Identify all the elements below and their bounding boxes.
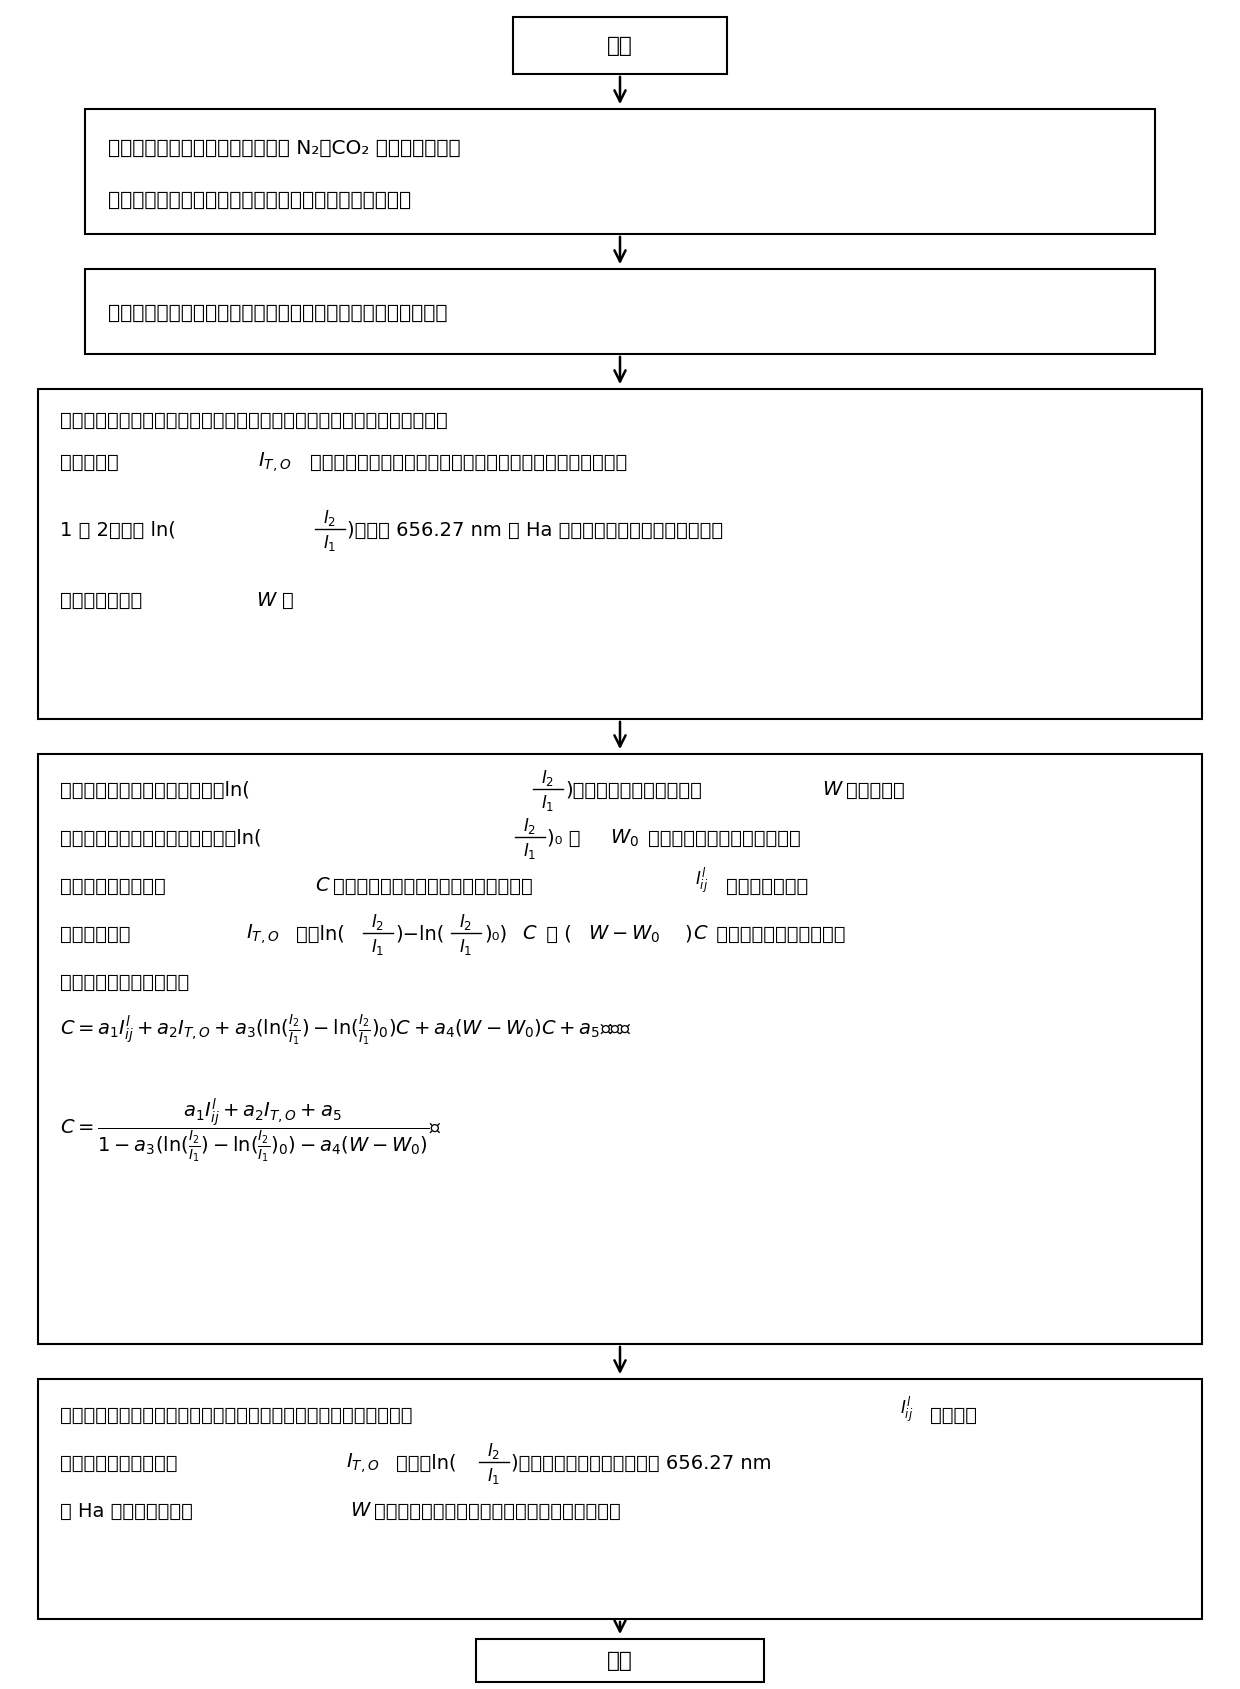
Text: )的平均值以及谱线半高宽: )的平均值以及谱线半高宽 bbox=[565, 780, 702, 799]
FancyBboxPatch shape bbox=[86, 110, 1154, 235]
Text: 征谱线强度和: 征谱线强度和 bbox=[60, 924, 130, 942]
Text: $I^l_{ij}$: $I^l_{ij}$ bbox=[694, 865, 708, 893]
Text: $I_2$: $I_2$ bbox=[460, 912, 472, 931]
Text: $C = \dfrac{a_1 I^l_{ij} + a_2 I_{T,O} + a_5}{1 - a_3(\ln(\frac{I_2}{I_1}) - \ln: $C = \dfrac{a_1 I^l_{ij} + a_2 I_{T,O} +… bbox=[60, 1096, 443, 1164]
Text: )₀ 和: )₀ 和 bbox=[547, 828, 580, 846]
Text: $I_2$: $I_2$ bbox=[542, 767, 554, 787]
Text: ，原子和离子特: ，原子和离子特 bbox=[725, 877, 808, 895]
Text: 和 (: 和 ( bbox=[539, 924, 572, 942]
Text: $I_1$: $I_1$ bbox=[459, 936, 472, 956]
Text: )；利用洛伦兹线型拟合计算 656.27 nm: )；利用洛伦兹线型拟合计算 656.27 nm bbox=[511, 1453, 771, 1471]
Text: $W$: $W$ bbox=[822, 780, 844, 799]
Text: 求得谱线半高宽: 求得谱线半高宽 bbox=[60, 589, 143, 610]
Text: $I^l_{ij}$: $I^l_{ij}$ bbox=[900, 1393, 914, 1422]
Text: 谱线强度和: 谱线强度和 bbox=[60, 453, 119, 471]
Text: 在空气的保护氛围中（也可以置于 N₂、CO₂ 或惰性气体的气: 在空气的保护氛围中（也可以置于 N₂、CO₂ 或惰性气体的气 bbox=[108, 138, 460, 157]
Text: 为变量，进行多元线性回: 为变量，进行多元线性回 bbox=[711, 924, 846, 942]
Text: $I_2$: $I_2$ bbox=[372, 912, 384, 931]
Text: 利用激光诱导等离子光谱系统测出待测元素相应的原了特征谱线强度: 利用激光诱导等离子光谱系统测出待测元素相应的原了特征谱线强度 bbox=[60, 1405, 413, 1424]
Text: $W$: $W$ bbox=[350, 1500, 372, 1520]
Text: $W − W_0$: $W − W_0$ bbox=[588, 922, 660, 944]
Text: $I_1$: $I_1$ bbox=[324, 532, 336, 552]
Text: 的 Ha 特征谱线的高宽: 的 Ha 特征谱线的高宽 bbox=[60, 1500, 193, 1520]
Text: 的平均值，: 的平均值， bbox=[846, 780, 905, 799]
FancyBboxPatch shape bbox=[476, 1638, 764, 1682]
Text: $C$: $C$ bbox=[522, 924, 538, 942]
Text: $C = a_1 I^l_{ij} + a_2 I_{T,O} + a_3(\ln(\frac{I_2}{I_1}) - \ln(\frac{I_2}{I_1}: $C = a_1 I^l_{ij} + a_2 I_{T,O} + a_3(\l… bbox=[60, 1012, 631, 1047]
Text: 并把这两个平均值分别作为标准值ln(: 并把这两个平均值分别作为标准值ln( bbox=[60, 828, 262, 846]
Text: $I_1$: $I_1$ bbox=[542, 792, 554, 812]
Text: )；选取 656.27 nm 的 Ha 特征谱线，利用洛伦兹线型拟合: )；选取 656.27 nm 的 Ha 特征谱线，利用洛伦兹线型拟合 bbox=[347, 520, 723, 539]
Text: $I_2$: $I_2$ bbox=[487, 1441, 501, 1459]
Text: ，求原子: ，求原子 bbox=[930, 1405, 977, 1424]
Text: 选取符合洛伦兹线型的待测元素的原子和离子特征谱线，求原子和离子特征: 选取符合洛伦兹线型的待测元素的原子和离子特征谱线，求原子和离子特征 bbox=[60, 410, 448, 429]
Text: ；然后利用定标曲线方程求得待测元素的浓度。: ；然后利用定标曲线方程求得待测元素的浓度。 bbox=[374, 1500, 621, 1520]
Text: $C$: $C$ bbox=[693, 924, 708, 942]
Text: $I_1$: $I_1$ bbox=[371, 936, 384, 956]
Text: $I_2$: $I_2$ bbox=[523, 816, 537, 836]
Text: $I_1$: $I_1$ bbox=[523, 841, 537, 860]
Text: $W_0$: $W_0$ bbox=[610, 828, 639, 848]
Text: 氛中），利用各元素质量浓度已知的一组样品进行定标。: 氛中），利用各元素质量浓度已知的一组样品进行定标。 bbox=[108, 191, 412, 209]
Text: $W$: $W$ bbox=[255, 589, 278, 610]
FancyBboxPatch shape bbox=[86, 270, 1154, 355]
Text: 线，以待测元素浓度: 线，以待测元素浓度 bbox=[60, 877, 166, 895]
Text: 结束: 结束 bbox=[608, 1650, 632, 1670]
Text: 开始: 开始 bbox=[608, 35, 632, 56]
FancyBboxPatch shape bbox=[38, 390, 1202, 720]
Text: ): ) bbox=[684, 924, 692, 942]
Text: )₀): )₀) bbox=[484, 924, 507, 942]
Text: ；选取测量元素的特征谱线中的两条原子特征谱线，分别编号: ；选取测量元素的特征谱线中的两条原子特征谱线，分别编号 bbox=[310, 453, 627, 471]
FancyBboxPatch shape bbox=[38, 1380, 1202, 1620]
Text: $I_{T,O}$: $I_{T,O}$ bbox=[246, 922, 279, 946]
Text: 利用激光诱导等离子系统进行测量，得到原子和离子特征谱线。: 利用激光诱导等离子系统进行测量，得到原子和离子特征谱线。 bbox=[108, 304, 448, 323]
Text: 为目标，以测量元素原子特征谱线强度: 为目标，以测量元素原子特征谱线强度 bbox=[334, 877, 533, 895]
Text: $I_2$: $I_2$ bbox=[324, 508, 336, 527]
Text: 归，得到定标曲线方程：: 归，得到定标曲线方程： bbox=[60, 971, 190, 991]
Text: ；对于待测元素的原子特征谱: ；对于待测元素的原子特征谱 bbox=[649, 828, 801, 846]
Text: 求取所有定标样品的所有测量的ln(: 求取所有定标样品的所有测量的ln( bbox=[60, 780, 249, 799]
Text: $I_{T,O}$: $I_{T,O}$ bbox=[258, 449, 291, 473]
Text: 1 和 2，计算 ln(: 1 和 2，计算 ln( bbox=[60, 520, 176, 539]
Text: $I_1$: $I_1$ bbox=[487, 1464, 501, 1485]
Text: ；计算ln(: ；计算ln( bbox=[396, 1453, 456, 1471]
Text: ；: ； bbox=[281, 589, 294, 610]
Text: ，（ln(: ，（ln( bbox=[296, 924, 345, 942]
Text: $I_{T,O}$: $I_{T,O}$ bbox=[346, 1451, 379, 1474]
Text: )−ln(: )−ln( bbox=[396, 924, 444, 942]
Text: 和离子特征谱线强度和: 和离子特征谱线强度和 bbox=[60, 1453, 177, 1471]
FancyBboxPatch shape bbox=[38, 755, 1202, 1344]
Text: $C$: $C$ bbox=[315, 877, 331, 895]
FancyBboxPatch shape bbox=[513, 19, 727, 74]
